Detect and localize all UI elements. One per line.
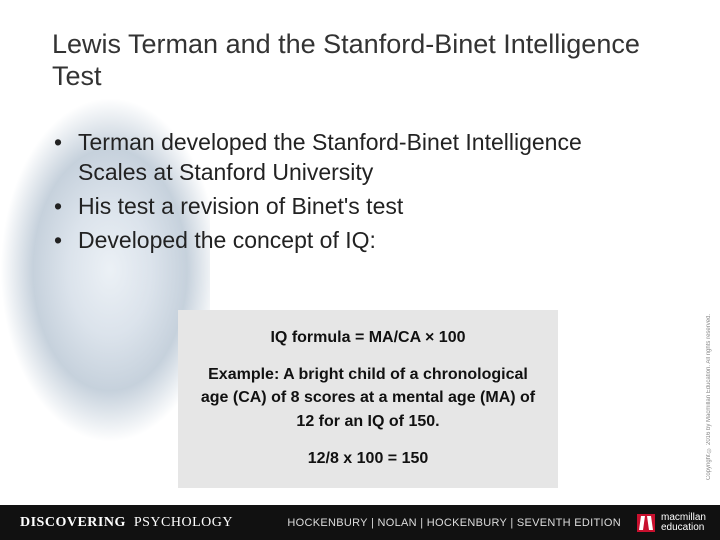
slide-title: Lewis Terman and the Stanford-Binet Inte… bbox=[52, 28, 672, 93]
publisher-name: macmillan education bbox=[661, 513, 706, 533]
book-title-part2: PSYCHOLOGY bbox=[134, 515, 233, 530]
authors-edition: HOCKENBURY | NOLAN | HOCKENBURY | SEVENT… bbox=[287, 517, 621, 529]
publisher-line2: education bbox=[661, 523, 706, 533]
calculation-text: 12/8 x 100 = 150 bbox=[196, 447, 540, 470]
slide-footer: DISCOVERING PSYCHOLOGY HOCKENBURY | NOLA… bbox=[0, 505, 720, 540]
copyright-caption: Copyright © 2016 by Macmillan Education.… bbox=[706, 300, 716, 480]
publisher-line1: macmillan bbox=[661, 513, 706, 523]
book-title: DISCOVERING PSYCHOLOGY bbox=[20, 515, 233, 531]
list-item: Developed the concept of IQ: bbox=[52, 226, 652, 256]
example-text: Example: A bright child of a chronologic… bbox=[196, 363, 540, 433]
list-item: Terman developed the Stanford-Binet Inte… bbox=[52, 128, 652, 188]
book-title-part1: DISCOVERING bbox=[20, 515, 126, 530]
macmillan-logo-icon bbox=[637, 514, 655, 532]
formula-text: IQ formula = MA/CA × 100 bbox=[196, 326, 540, 349]
publisher-logo: macmillan education bbox=[637, 513, 706, 533]
list-item: His test a revision of Binet's test bbox=[52, 192, 652, 222]
bullet-list: Terman developed the Stanford-Binet Inte… bbox=[52, 128, 652, 260]
iq-formula-box: IQ formula = MA/CA × 100 Example: A brig… bbox=[178, 310, 558, 488]
